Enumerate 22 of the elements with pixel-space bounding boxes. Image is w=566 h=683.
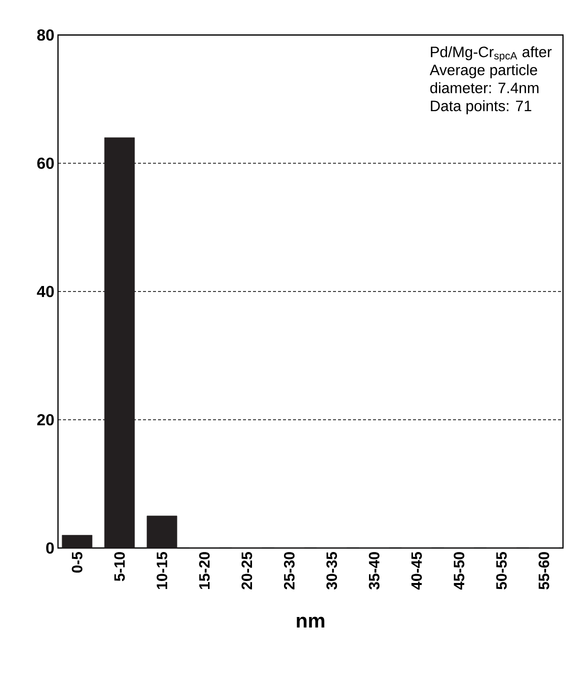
x-tick-label: 5-10 <box>114 552 125 582</box>
x-tick-label: 20-25 <box>242 552 252 590</box>
annotation: diameter: 7.4nm <box>430 82 538 94</box>
x-tick-label: 40-45 <box>411 552 422 590</box>
y-tick-label: 20 <box>37 414 54 426</box>
x-tick-label: 0-5 <box>72 552 82 573</box>
x-tick-label: 35-40 <box>368 552 380 590</box>
annotation: Average particle <box>430 64 538 78</box>
y-tick-label: 0 <box>46 542 54 554</box>
x-tick-label: 15-20 <box>199 552 210 589</box>
y-tick-label: 40 <box>36 286 54 298</box>
x-tick-label: 10-15 <box>156 552 168 589</box>
x-tick-label: 25-30 <box>284 552 295 590</box>
x-tick-label: 55-60 <box>538 552 550 590</box>
x-axis-title: nm <box>296 616 324 628</box>
x-tick-label: 50-55 <box>496 552 507 590</box>
y-tick-label: 80 <box>37 29 54 41</box>
annotation: Pd/Mg-Cr$_{spcA}$ after <box>430 46 552 62</box>
x-tick-label: 30-35 <box>326 552 338 590</box>
annotation: Data points: 71 <box>430 100 532 114</box>
y-tick-label: 60 <box>37 158 54 169</box>
x-tick-label: 45-50 <box>454 552 464 590</box>
